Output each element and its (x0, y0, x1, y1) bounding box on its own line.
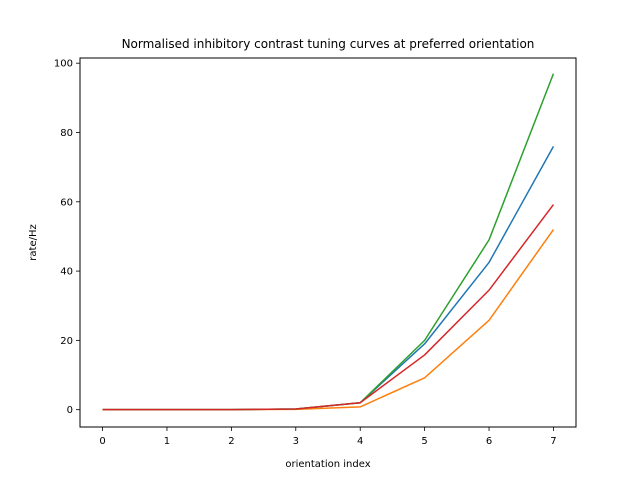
y-axis: 0 20 40 60 80 100 (54, 59, 80, 416)
y-axis-label: rate/Hz (28, 224, 39, 260)
x-tick-label: 6 (486, 436, 492, 447)
y-tick-label: 20 (60, 336, 73, 347)
x-tick-label: 4 (357, 436, 363, 447)
plot-frame (79, 57, 577, 428)
x-tick-label: 0 (99, 436, 105, 447)
series-line-2 (102, 229, 555, 411)
x-tick-label: 7 (550, 436, 556, 447)
y-tick-label: 80 (60, 128, 73, 139)
y-tick-label: 0 (67, 405, 73, 416)
series-line-1 (102, 145, 555, 411)
x-tick-label: 2 (228, 436, 234, 447)
series-line-4 (102, 204, 555, 411)
y-tick-label: 100 (54, 59, 73, 70)
series-layer (102, 73, 555, 411)
x-tick-label: 3 (293, 436, 299, 447)
x-tick-label: 1 (164, 436, 170, 447)
y-tick-label: 40 (60, 267, 73, 278)
series-line-3 (102, 73, 555, 411)
chart-title: Normalised inhibitory contrast tuning cu… (122, 37, 535, 51)
x-axis-label: orientation index (285, 459, 370, 470)
x-tick-label: 5 (421, 436, 427, 447)
x-axis: 0 1 2 3 4 5 6 7 (99, 427, 557, 447)
y-tick-label: 60 (60, 197, 73, 208)
